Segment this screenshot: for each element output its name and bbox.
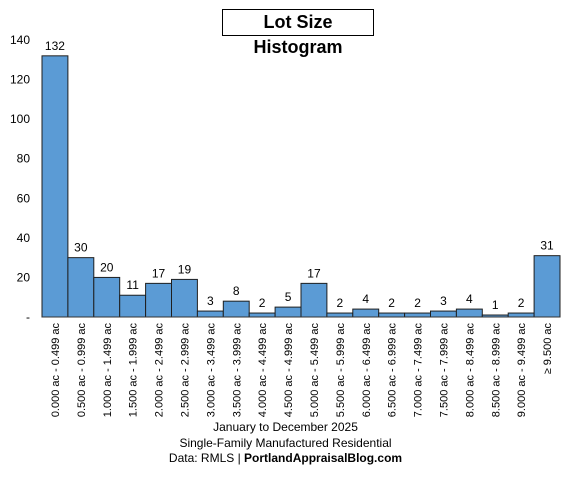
bar [507, 312, 535, 318]
x-tick-label: 6.000 ac - 6.499 ac [361, 323, 373, 418]
y-tick-label: 100 [10, 112, 30, 126]
bar-value-label: 20 [100, 260, 114, 274]
y-tick-label: 20 [17, 270, 31, 284]
bar [352, 308, 380, 318]
bar-value-label: 2 [337, 296, 344, 310]
bar [300, 282, 328, 318]
x-tick-label: 5.500 ac - 5.999 ac [335, 323, 347, 418]
x-tick-label: 1.500 ac - 1.999 ac [128, 323, 140, 418]
bar [145, 282, 173, 318]
x-tick-label: 9.000 ac - 9.499 ac [516, 323, 528, 418]
x-tick-label: 4.500 ac - 4.999 ac [283, 323, 295, 418]
bar-value-label: 4 [466, 292, 473, 306]
bar-value-label: 2 [518, 296, 525, 310]
chart-footer: January to December 2025 Single-Family M… [0, 420, 571, 467]
bar-value-label: 31 [540, 239, 554, 253]
bar [430, 310, 457, 318]
x-tick-label: 3.500 ac - 3.999 ac [231, 323, 243, 418]
y-tick-label: - [26, 310, 30, 324]
x-tick-label: 2.000 ac - 2.499 ac [154, 323, 166, 418]
bar-value-label: 2 [414, 296, 421, 310]
x-tick-label: 2.500 ac - 2.999 ac [179, 323, 191, 418]
bar-value-label: 19 [178, 262, 192, 276]
x-tick-label: 0.500 ac - 0.999 ac [76, 323, 88, 418]
footer-blog-link: PortlandAppraisalBlog.com [244, 451, 403, 465]
bar-value-label: 11 [126, 278, 139, 292]
bar [378, 312, 406, 318]
x-tick-label: 7.500 ac - 7.999 ac [438, 323, 450, 418]
x-tick-label: 7.000 ac - 7.499 ac [413, 323, 425, 418]
y-tick-label: 120 [10, 73, 30, 87]
bar [171, 278, 198, 318]
chart-title: Lot Size Histogram [222, 9, 374, 57]
bar-value-label: 5 [285, 290, 292, 304]
bar [455, 308, 483, 318]
bar-value-label: 1 [492, 298, 499, 312]
x-tick-label: 8.500 ac - 8.999 ac [490, 323, 502, 418]
x-tick-label: 0.000 ac - 0.499 ac [50, 323, 62, 418]
x-tick-label: 4.000 ac - 4.499 ac [257, 323, 269, 418]
bar [248, 312, 276, 318]
x-tick-label: 3.000 ac - 3.499 ac [205, 323, 217, 418]
bar [196, 310, 224, 318]
bar [533, 255, 561, 318]
bar [326, 312, 354, 318]
bar [41, 55, 69, 318]
data-labels: 132 30 20 11 17 19 3 8 2 5 17 2 4 2 2 3 4 1 2 31 [45, 39, 554, 312]
bar-value-label: 132 [45, 39, 65, 53]
bar-value-label: 30 [74, 241, 88, 255]
bar-value-label: 4 [362, 292, 369, 306]
x-tick-label: 5.000 ac - 5.499 ac [309, 323, 321, 418]
bar [404, 312, 432, 318]
y-tick-label: 80 [17, 152, 31, 166]
bar [119, 294, 147, 318]
footer-source: Data: RMLS | PortlandAppraisalBlog.com [0, 451, 571, 467]
bar [274, 306, 302, 318]
x-tick-label: 6.500 ac - 6.999 ac [387, 323, 399, 418]
bar-value-label: 3 [207, 294, 214, 308]
x-axis: 0.000 ac - 0.499 ac 0.500 ac - 0.999 ac 1.… [42, 316, 560, 418]
bar-value-label: 17 [307, 266, 321, 280]
y-tick-label: 140 [10, 33, 30, 47]
bars [41, 55, 561, 318]
y-tick-label: 60 [17, 191, 31, 205]
bar-value-label: 8 [233, 284, 240, 298]
x-tick-label: 8.000 ac - 8.499 ac [464, 323, 476, 418]
x-tick-label: 1.000 ac - 1.499 ac [102, 323, 114, 418]
bar-value-label: 3 [440, 294, 447, 308]
bar-value-label: 17 [152, 266, 166, 280]
footer-property-type: Single-Family Manufactured Residential [179, 435, 392, 450]
y-tick-label: 40 [17, 231, 31, 245]
footer-source-prefix: Data: RMLS | [168, 451, 245, 465]
bar [67, 257, 95, 318]
bar-value-label: 2 [259, 296, 266, 310]
bar-value-label: 2 [388, 296, 395, 310]
bar [93, 276, 121, 318]
footer-date-range: January to December 2025 [213, 420, 358, 434]
bar [222, 300, 250, 318]
y-axis: - 20 40 60 80 100 120 140 [10, 33, 30, 324]
x-tick-label: ≥ 9.500 ac [542, 323, 554, 375]
